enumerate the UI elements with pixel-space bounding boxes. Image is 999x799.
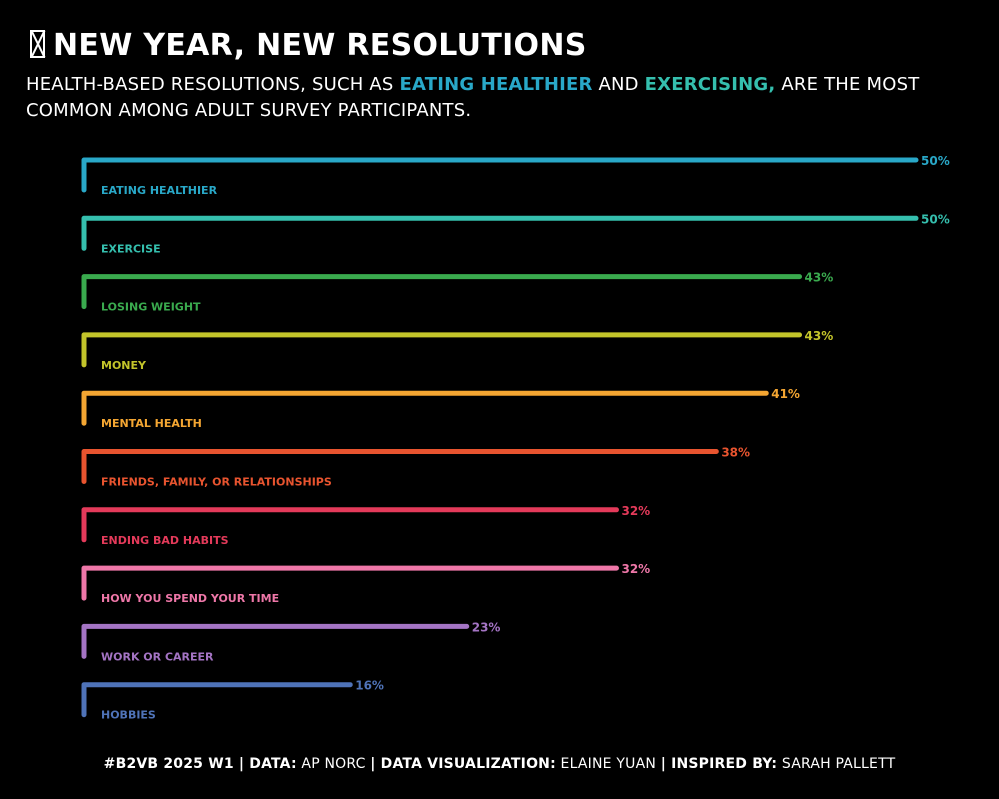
value-label-how-you-spend-your-time: 32% [621,562,650,576]
title-text: NEW YEAR, NEW RESOLUTIONS [53,28,587,63]
bar-work-or-career [81,623,470,659]
bar-group-how-you-spend-your-time: 32% HOW YOU SPEND YOUR TIME [81,562,650,605]
placeholder-glyph-icon [30,30,45,58]
footer-value-inspired: SARAH PALLETT [777,756,896,772]
subtitle: HEALTH-BASED RESOLUTIONS, SUCH AS EATING… [26,72,976,124]
category-label-exercise: EXERCISE [101,242,161,255]
category-label-money: MONEY [101,359,147,372]
subtitle-mid: AND [592,74,645,95]
bar-ending-bad-habits [81,507,619,543]
value-label-hobbies: 16% [355,679,384,693]
category-label-friends-family-or-relationships: FRIENDS, FAMILY, OR RELATIONSHIPS [101,476,332,489]
subtitle-post: ARE THE MOST COMMON AMONG ADULT SURVEY P… [26,74,920,121]
value-label-ending-bad-habits: 32% [621,504,650,518]
footer-value-data: AP NORC [296,756,371,772]
page-title: NEW YEAR, NEW RESOLUTIONS [30,28,587,63]
bar-group-ending-bad-habits: 32% ENDING BAD HABITS [81,504,650,547]
category-label-ending-bad-habits: ENDING BAD HABITS [101,534,229,547]
bar-mental-health [81,390,769,426]
bar-group-exercise: 50% EXERCISE [81,212,950,255]
category-label-mental-health: MENTAL HEALTH [101,417,202,430]
value-label-mental-health: 41% [771,387,800,401]
value-label-eating-healthier: 50% [921,154,950,168]
value-label-money: 43% [805,329,834,343]
bar-group-friends-family-or-relationships: 38% FRIENDS, FAMILY, OR RELATIONSHIPS [81,446,750,489]
value-label-losing-weight: 43% [805,271,834,285]
bar-money [81,332,803,368]
bar-group-losing-weight: 43% LOSING WEIGHT [81,271,834,314]
footer-key-inspired: | INSPIRED BY: [660,756,778,772]
footer-key-visualization: | DATA VISUALIZATION: [370,756,556,772]
subtitle-pre: HEALTH-BASED RESOLUTIONS, SUCH AS [26,74,400,95]
bar-group-money: 43% MONEY [81,329,834,372]
category-label-work-or-career: WORK OR CAREER [101,650,214,663]
bar-exercise [81,215,919,251]
bar-group-mental-health: 41% MENTAL HEALTH [81,387,800,430]
category-label-losing-weight: LOSING WEIGHT [101,301,201,314]
category-label-how-you-spend-your-time: HOW YOU SPEND YOUR TIME [101,592,279,605]
bar-group-eating-healthier: 50% EATING HEALTHIER [81,154,950,197]
value-label-exercise: 50% [921,212,950,226]
footer-key-data: #B2VB 2025 W1 | DATA: [103,756,297,772]
value-label-work-or-career: 23% [472,620,501,634]
bar-group-hobbies: 16% HOBBIES [81,679,384,722]
bar-hobbies [81,682,353,718]
value-label-friends-family-or-relationships: 38% [721,446,750,460]
category-label-eating-healthier: EATING HEALTHIER [101,184,218,197]
subtitle-highlight-exercising: EXERCISING, [644,74,776,95]
bar-losing-weight [81,274,803,310]
subtitle-highlight-eating-healthier: EATING HEALTHIER [399,74,593,95]
category-label-hobbies: HOBBIES [101,709,156,722]
bar-friends-family-or-relationships [81,449,719,484]
bar-group-work-or-career: 23% WORK OR CAREER [81,620,501,663]
bar-eating-healthier [81,157,919,193]
footer-credits: #B2VB 2025 W1 | DATA: AP NORC | DATA VIS… [0,756,999,772]
footer-value-visualization: ELAINE YUAN [555,756,661,772]
bar-how-you-spend-your-time [81,565,619,601]
